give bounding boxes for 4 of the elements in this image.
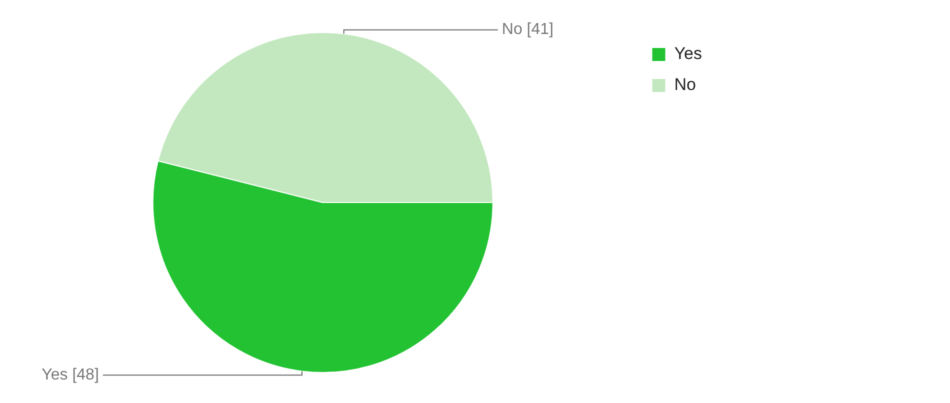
data-label: No [41] bbox=[502, 21, 554, 38]
legend-label: Yes bbox=[674, 44, 702, 64]
legend-label: No bbox=[674, 75, 696, 94]
data-label: Yes [48] bbox=[42, 366, 99, 384]
